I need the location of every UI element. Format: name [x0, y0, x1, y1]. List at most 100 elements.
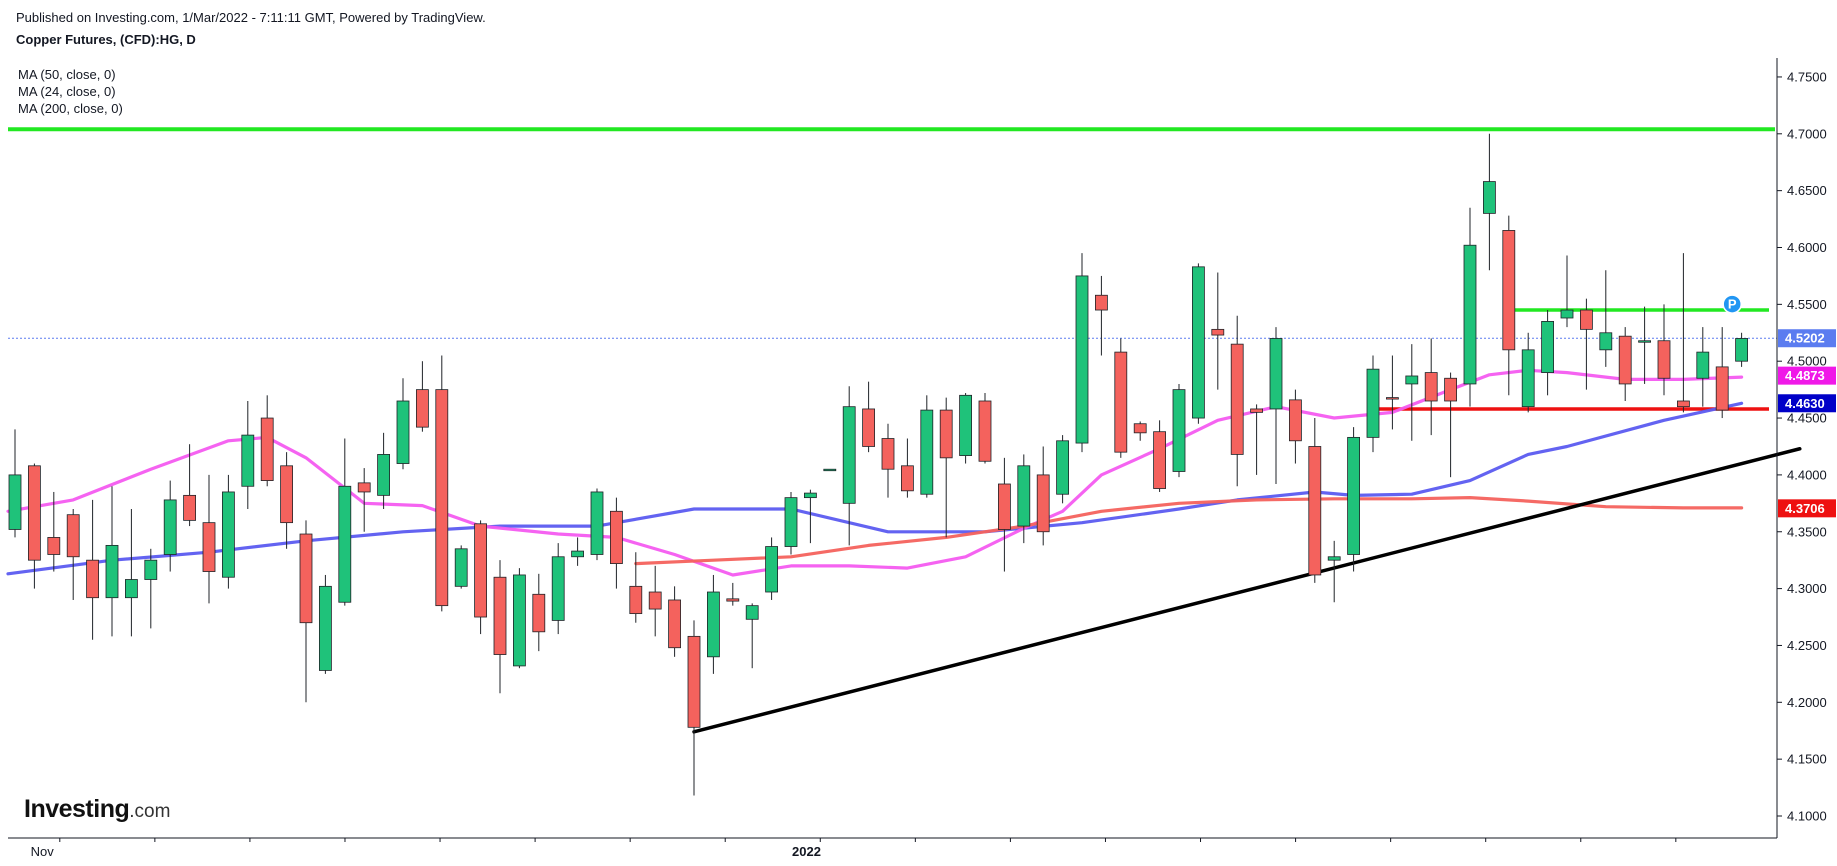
investing-logo: Investing.com — [24, 795, 171, 823]
candle-body — [726, 598, 740, 602]
legend-item-ma200[interactable]: MA (200, close, 0) — [18, 101, 123, 116]
price-tick-label: 4.2000 — [1787, 695, 1827, 710]
candle-body — [493, 576, 507, 655]
candle — [745, 603, 759, 669]
candle-body — [377, 454, 391, 496]
candle-body — [1618, 335, 1632, 385]
candle-body — [1230, 343, 1244, 455]
candle — [1211, 272, 1225, 390]
candle — [1580, 298, 1593, 390]
price-badge: 4.4873 — [1778, 366, 1836, 385]
candle — [823, 468, 837, 472]
legend-item-ma24[interactable]: MA (24, close, 0) — [18, 84, 116, 99]
candle-body — [1502, 230, 1516, 351]
candle — [260, 395, 274, 487]
candle — [493, 560, 507, 694]
chart-title: Copper Futures, (CFD):HG, D — [16, 32, 196, 47]
candle — [125, 509, 138, 637]
price-tick-label: 4.6000 — [1787, 240, 1827, 255]
candle-body — [221, 491, 235, 578]
candle-body — [1114, 351, 1128, 453]
candle — [1444, 372, 1457, 478]
candle — [1541, 310, 1554, 396]
candle — [629, 552, 643, 623]
candle — [668, 586, 681, 657]
candle-body — [939, 409, 953, 459]
price-tick-label: 4.4500 — [1787, 411, 1827, 426]
time-label-nov: Nov — [31, 844, 55, 859]
candle-body — [8, 474, 22, 530]
candle — [1036, 446, 1050, 546]
candle — [1230, 315, 1244, 487]
price-badge-bg — [1778, 329, 1836, 348]
candle-body — [435, 389, 449, 607]
candle — [610, 497, 623, 589]
time-axis[interactable]: Nov 2022 — [8, 837, 1777, 859]
candle — [1075, 253, 1089, 453]
candle — [1560, 255, 1574, 328]
candle-body — [1250, 408, 1263, 413]
candle-body — [1483, 181, 1496, 214]
candle-body — [1521, 349, 1535, 408]
candle-body — [784, 497, 798, 547]
candle-body — [571, 550, 584, 558]
candle — [959, 393, 972, 464]
candle — [726, 582, 740, 606]
candle-body — [241, 434, 255, 487]
price-badges: 4.5202 4.4873 4.4630 4.3706 — [1778, 329, 1836, 518]
candle — [901, 438, 914, 498]
candle — [1638, 306, 1651, 384]
candle — [998, 457, 1011, 572]
candle-body — [125, 579, 138, 599]
candle — [1192, 263, 1205, 424]
candle — [86, 499, 99, 640]
ma200-line — [634, 496, 1744, 566]
candle — [183, 444, 197, 527]
candle — [1599, 270, 1613, 367]
candle — [1463, 207, 1477, 407]
candle-body — [1366, 368, 1380, 438]
price-tick-label: 4.7000 — [1787, 126, 1827, 141]
candle-body — [1056, 440, 1069, 495]
candle — [1618, 327, 1632, 401]
candle — [1308, 418, 1322, 583]
price-tick-label: 4.3500 — [1787, 524, 1827, 539]
candle-body — [648, 591, 662, 610]
candle — [1735, 332, 1748, 367]
candle — [202, 474, 216, 604]
candle-body — [1444, 377, 1457, 402]
candle-body — [1677, 400, 1690, 408]
candle-body — [1308, 446, 1322, 576]
legend-item-ma50[interactable]: MA (50, close, 0) — [18, 67, 116, 82]
candle — [687, 620, 701, 796]
candle — [881, 423, 895, 498]
price-tick-label: 4.5500 — [1787, 297, 1827, 312]
price-axis[interactable]: 4.1000 4.1500 4.2000 4.2500 4.3000 4.3500 4.40… — [1776, 58, 1827, 838]
price-tick-label: 4.3000 — [1787, 581, 1827, 596]
candle-body — [163, 499, 177, 555]
candle — [415, 361, 429, 432]
candle — [784, 491, 798, 555]
candle-body — [144, 559, 158, 580]
candle-body — [280, 465, 294, 524]
candle-body — [318, 585, 332, 671]
candle — [551, 543, 565, 635]
candle — [939, 397, 953, 538]
marker-group: P — [1722, 294, 1742, 314]
candle — [1095, 275, 1108, 356]
published-caption: Published on Investing.com, 1/Mar/2022 -… — [16, 10, 486, 25]
candle-body — [551, 556, 565, 621]
candle — [1269, 327, 1283, 484]
candle — [8, 429, 22, 538]
candle-body — [881, 438, 895, 470]
candle — [1405, 344, 1419, 441]
candle — [241, 400, 255, 510]
candle-body — [338, 485, 352, 603]
candle-body — [1386, 397, 1399, 400]
price-badge: 4.5202 — [1778, 329, 1836, 348]
candle — [1424, 338, 1438, 436]
candle-body — [1133, 423, 1147, 434]
candle-body — [862, 408, 875, 447]
candle — [357, 468, 371, 532]
